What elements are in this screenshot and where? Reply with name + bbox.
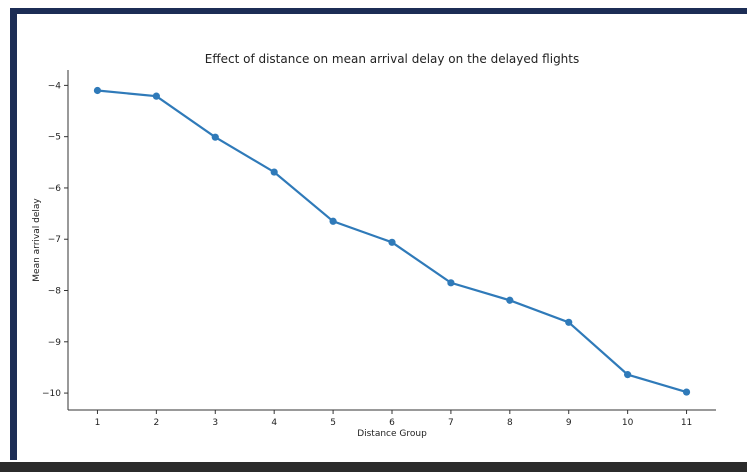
x-tick-label: 7 (448, 418, 454, 428)
y-tick-label: −9 (48, 338, 62, 348)
chart-title: Effect of distance on mean arrival delay… (205, 52, 580, 66)
y-tick-label: −4 (48, 81, 62, 91)
x-tick-label: 6 (389, 418, 395, 428)
data-point (152, 92, 160, 100)
frame-left-border (10, 8, 17, 460)
data-point (624, 371, 632, 379)
x-tick-label: 8 (507, 418, 513, 428)
data-point (270, 168, 278, 176)
data-point (565, 318, 573, 326)
data-points (93, 86, 691, 396)
y-tick-label: −7 (48, 235, 61, 245)
x-tick-label: 9 (566, 418, 572, 428)
y-tick-label: −10 (42, 389, 61, 399)
data-point (447, 279, 455, 287)
y-tick-label: −8 (48, 287, 62, 297)
x-tick-label: 4 (271, 418, 277, 428)
x-tick-label: 2 (153, 418, 159, 428)
y-tick-label: −6 (48, 184, 62, 194)
x-ticks: 1 2 3 4 5 6 7 8 9 10 11 (95, 410, 692, 428)
y-axis-label: Mean arrival delay (32, 198, 42, 282)
x-tick-label: 5 (330, 418, 336, 428)
data-point (682, 388, 691, 396)
frame-top-border (10, 8, 747, 14)
x-tick-label: 1 (95, 418, 101, 428)
x-tick-label: 11 (681, 418, 692, 428)
x-tick-label: 3 (212, 418, 218, 428)
data-point (329, 217, 337, 225)
data-point (388, 238, 396, 246)
bottom-strip (0, 462, 747, 472)
y-ticks: −4 −5 −6 −7 −8 −9 −10 (42, 81, 68, 399)
y-tick-label: −5 (48, 133, 61, 143)
x-axis-label: Distance Group (357, 429, 427, 439)
data-point (211, 133, 219, 141)
x-tick-label: 10 (622, 418, 634, 428)
data-point (93, 86, 102, 95)
data-point (506, 296, 514, 304)
